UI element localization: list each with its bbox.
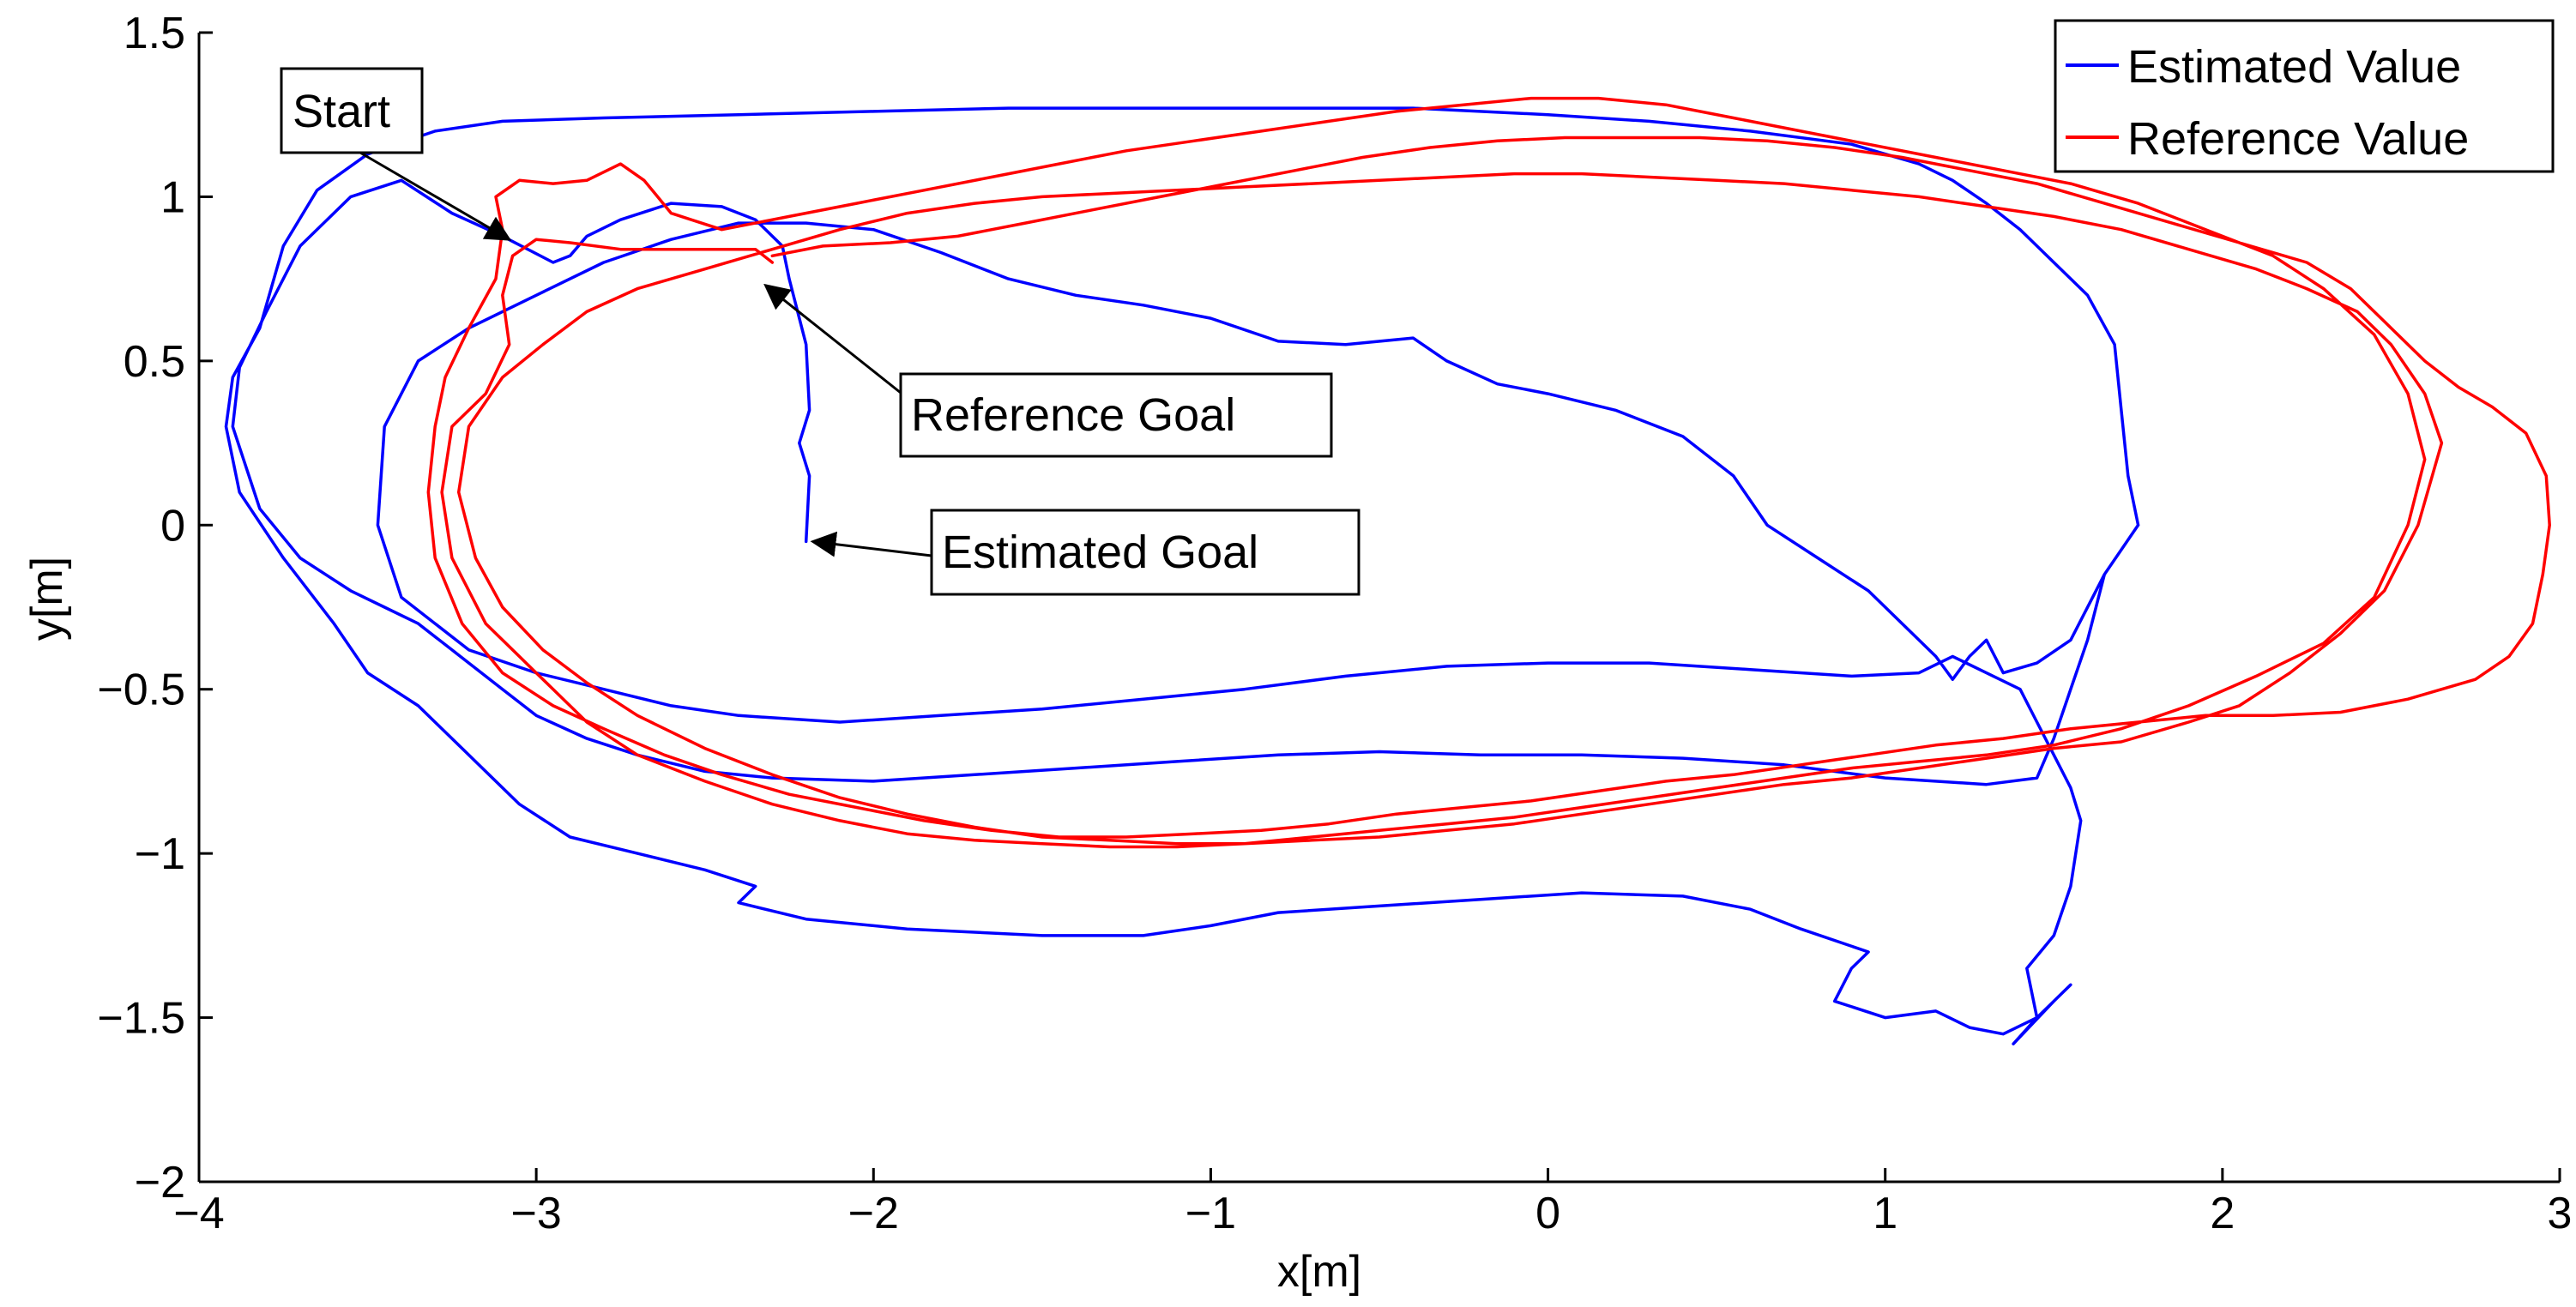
y-tick-label: −1.5 (97, 994, 185, 1044)
x-tick-label: 3 (2548, 1189, 2573, 1238)
x-tick-label: −4 (173, 1189, 224, 1238)
y-tick-label: 1.5 (124, 9, 185, 58)
tick-labels: −4 −3 −2 −1 0 1 2 3 1.5 1 0.5 0 −0.5 −1 −1.5 −2 (97, 9, 2572, 1238)
legend-label-reference-value: Reference Value (2127, 113, 2469, 165)
legend: Estimated Value Reference Value (2054, 19, 2555, 173)
annotation-box-reference-goal (899, 372, 1333, 458)
series-line-estimated-value (224, 106, 2140, 1045)
legend-label-estimated-value: Estimated Value (2127, 41, 2461, 93)
annotation-label-estimated-goal: Estimated Goal (942, 527, 1258, 578)
annotation-arrow-estimated-goal (810, 531, 932, 557)
x-tick-label: 0 (1535, 1189, 1560, 1238)
y-axis-title: y[m] (22, 557, 72, 641)
x-axis-title: x[m] (1277, 1247, 1361, 1297)
y-tick-label: 0.5 (124, 337, 185, 387)
annotation-label-reference-goal: Reference Goal (911, 389, 1235, 441)
annotation-arrow-reference-goal (763, 283, 902, 395)
plot-area (224, 96, 2551, 1045)
y-tick-label: −2 (135, 1158, 185, 1208)
y-tick-label: 1 (160, 172, 185, 222)
series-line-reference-value (426, 96, 2551, 849)
x-tick-label: 2 (2210, 1189, 2235, 1238)
legend-box (2054, 19, 2555, 173)
x-tick-label: −1 (1185, 1189, 1236, 1238)
x-tick-label: −3 (510, 1189, 561, 1238)
x-tick-label: 1 (1873, 1189, 1897, 1238)
annotation-arrow-start (359, 151, 512, 241)
axes (197, 33, 2560, 1184)
x-tick-label: −2 (848, 1189, 899, 1238)
annotation-box-start (280, 67, 424, 154)
y-tick-label: −0.5 (97, 666, 185, 715)
annotation-label-start: Start (293, 86, 390, 137)
y-tick-label: −1 (135, 829, 185, 879)
annotation-box-estimated-goal (930, 509, 1360, 596)
y-tick-label: 0 (160, 501, 185, 551)
annotations: Start Reference Goal Estimated Goal (280, 67, 1360, 596)
